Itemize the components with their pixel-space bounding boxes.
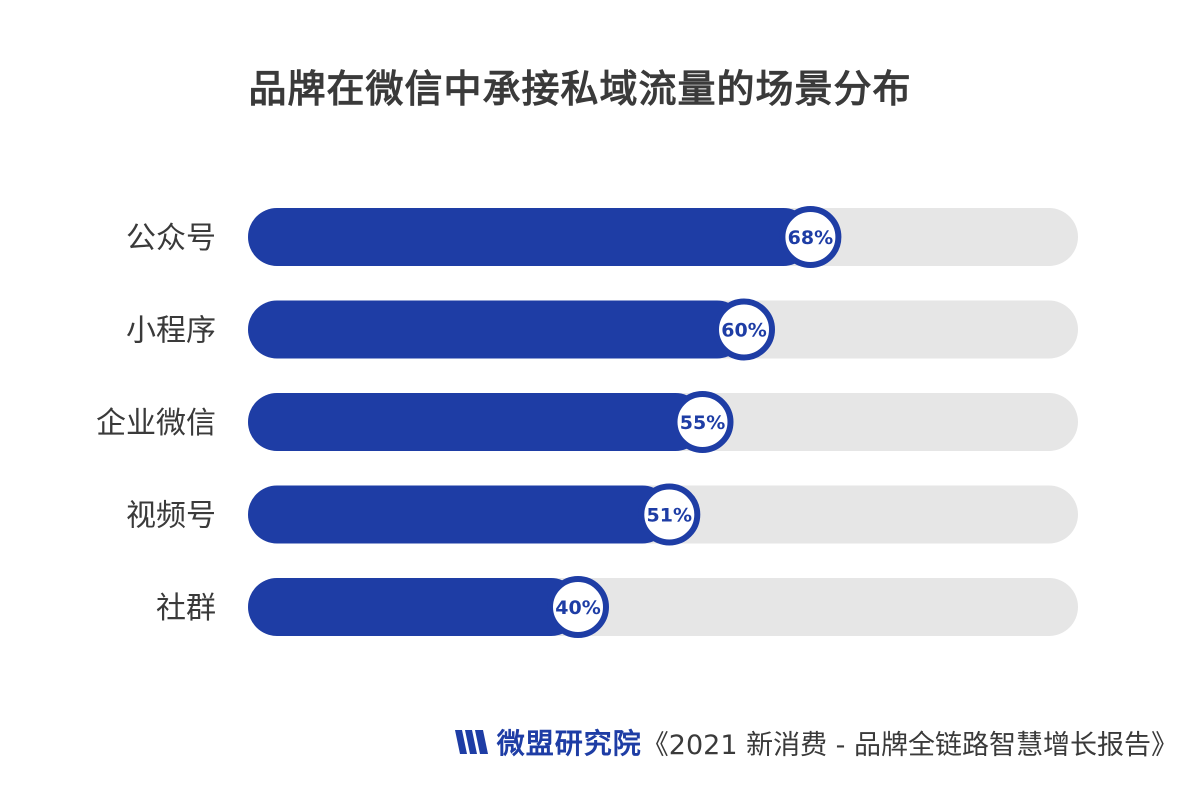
chart-title: 品牌在微信中承接私域流量的场景分布 [248, 67, 912, 111]
value-badge [547, 576, 609, 638]
source-citation: 《2021 新消费 - 品牌全链路智慧增长报告》 [641, 729, 1178, 761]
category-label: 企业微信 [96, 406, 216, 441]
bar [248, 393, 705, 451]
value-badge [638, 483, 701, 546]
data-label: 51% [647, 505, 692, 527]
data-label: 68% [788, 227, 833, 249]
data-label: 60% [721, 320, 766, 342]
category-label: 小程序 [126, 314, 216, 349]
category-label: 视频号 [126, 499, 216, 534]
value-badge [779, 206, 842, 268]
bar [248, 485, 672, 544]
source-footer: 微盟研究院 《2021 新消费 - 品牌全链路智慧增长报告》 [453, 722, 1178, 762]
bar [248, 300, 746, 359]
category-label: 社群 [156, 591, 216, 626]
data-label: 55% [680, 412, 725, 434]
value-badge [671, 391, 734, 453]
data-label: 40% [555, 597, 600, 619]
bar [248, 578, 580, 636]
brand-name: 微盟研究院 [496, 727, 642, 760]
bar [248, 208, 813, 266]
category-label: 公众号 [126, 221, 216, 256]
bar-chart: 68% 公众号 60% 小程序 55% 企业微信 51% 视频号 40% 社群 [96, 206, 1078, 638]
value-badge [713, 298, 775, 361]
weimob-logo-icon [454, 730, 488, 754]
